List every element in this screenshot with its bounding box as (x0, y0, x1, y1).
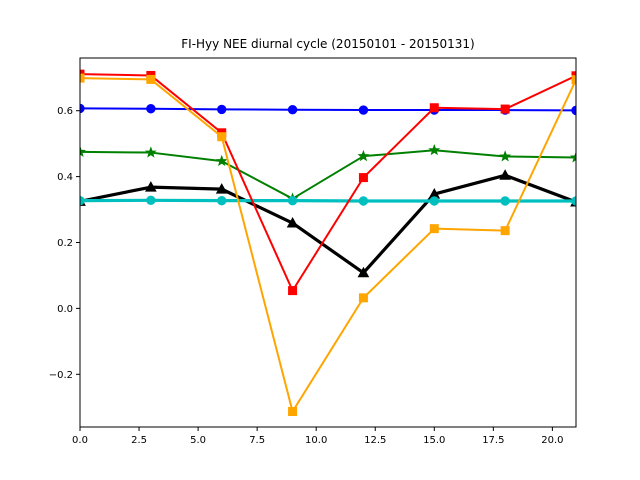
data-point (428, 144, 441, 156)
data-point (146, 74, 156, 84)
x-tick-label: 2.5 (131, 435, 147, 446)
series-1 (80, 144, 576, 204)
plot-area (79, 57, 577, 428)
series-line (80, 149, 576, 200)
x-tick-label: 10.0 (305, 435, 327, 446)
data-point (358, 196, 369, 206)
data-point (145, 181, 157, 192)
x-tick-label: 17.5 (482, 435, 504, 446)
data-point (217, 195, 227, 206)
data-point (80, 145, 86, 157)
data-point (357, 266, 370, 278)
data-point (287, 195, 298, 206)
x-tick-label: 20.0 (541, 435, 563, 446)
data-point (287, 105, 298, 115)
y-tick-label: −0.2 (49, 370, 73, 381)
data-point (358, 105, 369, 115)
data-point (217, 132, 227, 142)
data-point (358, 173, 368, 183)
x-tick-label: 15.0 (423, 435, 445, 446)
series-group (80, 69, 576, 417)
data-point (429, 224, 439, 234)
series-line (80, 173, 576, 275)
data-point (500, 196, 510, 206)
series-0 (80, 103, 576, 116)
y-tick-label: 0.6 (57, 106, 73, 117)
data-point (499, 150, 512, 162)
data-point (429, 103, 439, 113)
data-point (288, 407, 298, 417)
y-tick-label: 0.2 (57, 238, 73, 249)
data-point (429, 196, 439, 206)
data-point (357, 149, 370, 162)
data-point (286, 217, 299, 228)
series-line (80, 77, 576, 413)
series-line (80, 198, 576, 203)
data-point (358, 293, 368, 303)
x-tick-label: 0.0 (72, 435, 88, 446)
data-point (570, 151, 576, 163)
data-point (144, 146, 157, 158)
data-point (215, 154, 228, 167)
y-tick-label: 0.0 (57, 304, 73, 315)
x-tick-label: 12.5 (364, 435, 386, 446)
series-line (80, 73, 576, 292)
data-point (215, 183, 228, 194)
data-point (80, 73, 85, 83)
data-point (217, 104, 227, 115)
series-5 (80, 73, 576, 417)
x-tick-label: 5.0 (190, 435, 206, 446)
data-point (500, 104, 510, 114)
series-3 (80, 195, 576, 206)
data-point (499, 169, 511, 180)
data-point (288, 286, 298, 296)
x-tick-label: 7.5 (249, 435, 265, 446)
y-tick-label: 0.4 (57, 172, 73, 183)
y-axis: −0.2 0.0 0.2 0.4 0.6 (49, 106, 80, 381)
x-axis: 0.0 2.5 5.0 7.5 10.0 12.5 15.0 17.5 20.0 (72, 427, 564, 446)
data-point (571, 75, 576, 85)
data-point (146, 195, 156, 206)
data-point (500, 226, 510, 236)
data-point (146, 104, 156, 114)
series-line (80, 107, 576, 112)
chart-title: FI-Hyy NEE diurnal cycle (20150101 - 201… (181, 37, 474, 51)
